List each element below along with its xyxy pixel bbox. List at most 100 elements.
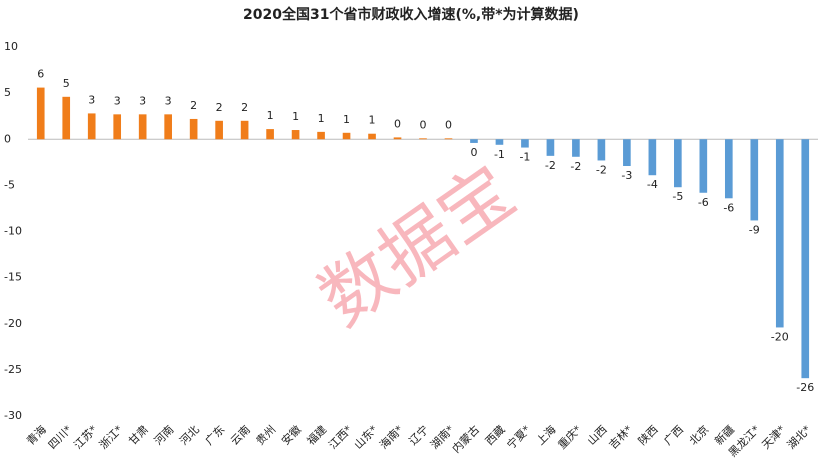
value-label: 5 (63, 77, 70, 90)
value-label: 0 (420, 118, 427, 131)
bar (750, 139, 759, 221)
value-label: -2 (596, 163, 607, 176)
value-label: 0 (394, 117, 401, 130)
bar (317, 131, 325, 140)
value-label: 2 (241, 101, 248, 114)
bar (444, 138, 453, 140)
bar (495, 139, 504, 145)
x-tick-label: 北京 (686, 422, 711, 447)
bar (699, 139, 708, 193)
value-label: -1 (519, 151, 530, 164)
x-tick-label: 四川* (46, 423, 75, 452)
value-label: 1 (318, 112, 325, 125)
x-tick-label: 重庆* (555, 422, 585, 452)
bar (572, 139, 580, 157)
bar (138, 114, 147, 140)
bar (240, 120, 249, 140)
x-tick-label: 青海 (24, 422, 49, 447)
bar (801, 139, 810, 379)
value-label: 1 (343, 113, 350, 126)
x-tick-label: 福建 (304, 422, 329, 447)
y-tick-label: -15 (4, 271, 22, 284)
bar (724, 139, 733, 199)
x-tick-label: 陕西 (635, 422, 660, 447)
value-label: 2 (216, 101, 223, 114)
x-tick-label: 江苏* (71, 423, 100, 452)
bar (648, 139, 657, 176)
x-tick-label: 江西* (326, 423, 355, 452)
chart-title: 2020全国31个省市财政收入增速(%,带*为计算数据) (243, 6, 579, 23)
x-tick-label: 浙江* (97, 423, 126, 452)
x-tick-label: 河南 (152, 423, 177, 448)
value-label: -4 (647, 178, 658, 191)
x-tick-label: 广东 (203, 423, 228, 448)
value-label: -1 (494, 148, 505, 161)
value-label: -5 (672, 190, 683, 203)
value-label: -6 (698, 196, 709, 209)
bar (342, 132, 351, 140)
value-label: 3 (139, 94, 146, 107)
bar (291, 130, 300, 140)
bar (266, 129, 274, 140)
y-tick-label: -25 (4, 363, 22, 376)
x-tick-label: 湖北* (785, 423, 814, 452)
x-tick-label: 吉林* (606, 422, 636, 452)
x-tick-label: 内蒙古 (449, 422, 482, 455)
x-tick-label: 山西 (585, 423, 610, 448)
bar (597, 139, 606, 161)
bar (419, 138, 427, 140)
x-tick-label: 山东* (352, 423, 381, 452)
bar (87, 113, 96, 140)
y-tick-label: 5 (4, 86, 11, 99)
y-tick-label: 10 (4, 40, 18, 53)
value-label: -2 (545, 159, 556, 172)
x-tick-label: 河北 (177, 423, 202, 448)
y-tick-label: -30 (4, 409, 22, 422)
x-tick-label: 贵州 (254, 423, 279, 448)
bar (521, 139, 529, 148)
value-label: 1 (292, 110, 299, 123)
value-label: -26 (796, 381, 814, 394)
x-tick-label: 安徽 (278, 422, 303, 447)
value-label: 3 (114, 94, 121, 107)
bar (62, 96, 71, 140)
bar (215, 120, 223, 140)
y-tick-label: -10 (4, 225, 22, 238)
bar (36, 87, 45, 140)
value-label: 3 (165, 94, 172, 107)
y-tick-label: -5 (4, 178, 15, 191)
value-label: -3 (621, 169, 632, 182)
value-label: 2 (190, 99, 197, 112)
x-tick-label: 宁夏* (504, 422, 534, 452)
value-label: 1 (267, 109, 274, 122)
x-tick-label: 辽宁 (406, 422, 431, 447)
x-tick-label: 广西 (661, 423, 686, 448)
value-label: 0 (470, 146, 477, 159)
x-tick-label: 西藏 (483, 423, 508, 448)
bar (546, 139, 555, 156)
bar (775, 139, 784, 328)
y-tick-label: 0 (4, 132, 11, 145)
x-tick-label: 天津* (759, 423, 788, 452)
bar (164, 114, 172, 140)
y-tick-label: -20 (4, 317, 22, 330)
value-label: -9 (749, 223, 760, 236)
bar (189, 118, 198, 140)
value-label: 0 (445, 118, 452, 131)
x-tick-label: 海南* (376, 422, 406, 452)
value-label: -2 (570, 160, 581, 173)
watermark: 数据宝 (304, 149, 529, 342)
bar (674, 139, 682, 188)
value-label: -6 (723, 201, 734, 214)
bar (368, 133, 376, 140)
value-label: 3 (88, 93, 95, 106)
x-tick-label: 甘肃 (126, 423, 151, 448)
bar (393, 137, 402, 140)
value-label: 1 (369, 114, 376, 127)
value-label: -20 (771, 330, 789, 343)
bar (623, 139, 631, 167)
bar (470, 139, 478, 143)
value-label: 6 (37, 68, 44, 81)
bar (113, 114, 122, 140)
